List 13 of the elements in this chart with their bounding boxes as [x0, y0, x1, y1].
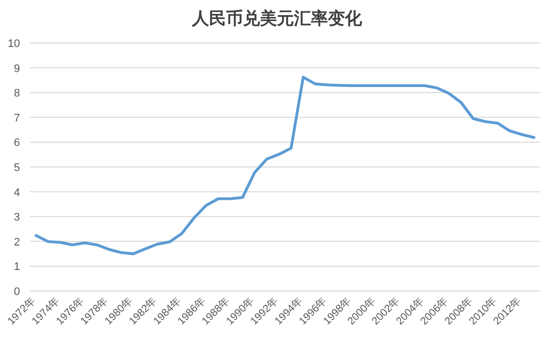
- y-tick-label: 1: [14, 261, 20, 274]
- y-tick-label: 2: [14, 236, 20, 248]
- y-tick-label: 3: [14, 212, 20, 224]
- y-tick-label: 4: [14, 186, 20, 199]
- y-tick-label: 10: [8, 38, 20, 50]
- y-tick-label: 0: [14, 286, 20, 298]
- y-tick-label: 8: [14, 88, 20, 100]
- y-tick-label: 9: [14, 62, 20, 75]
- y-tick-label: 6: [14, 137, 20, 150]
- line-series: [34, 76, 536, 256]
- y-tick-label: 5: [14, 162, 20, 174]
- y-tick-label: 7: [14, 112, 20, 124]
- chart-title: 人民币兑美元汇率变化: [191, 9, 363, 28]
